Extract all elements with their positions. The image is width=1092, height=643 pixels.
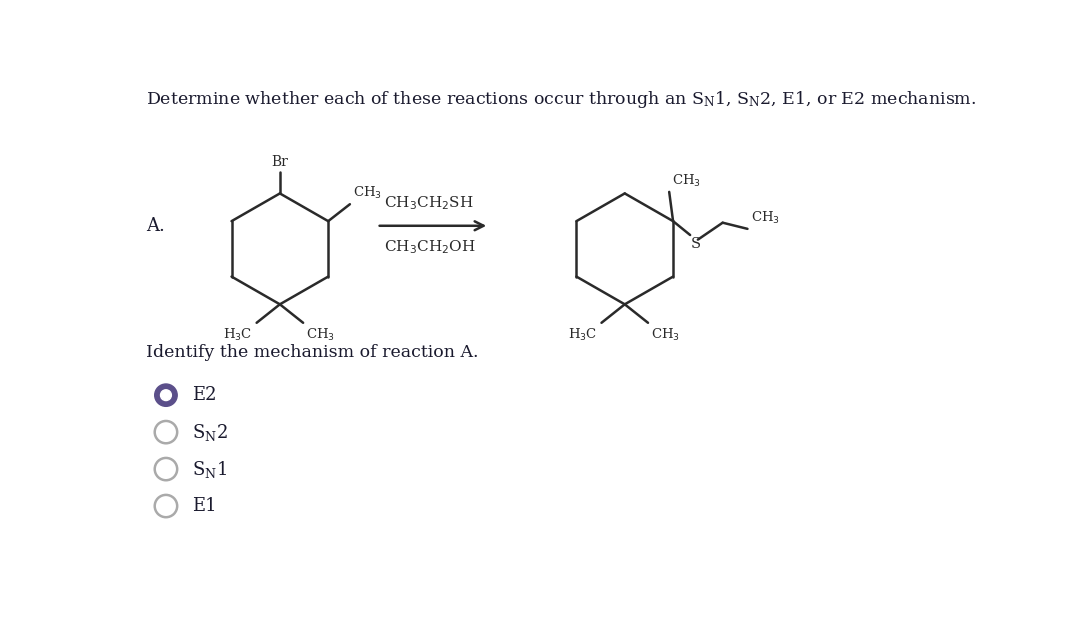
Text: E1: E1 — [192, 497, 217, 515]
Text: $\mathregular{S_N}$2: $\mathregular{S_N}$2 — [192, 422, 228, 442]
Text: $\mathregular{S_N}$1: $\mathregular{S_N}$1 — [192, 458, 227, 480]
Circle shape — [155, 384, 177, 406]
Text: CH$_3$: CH$_3$ — [306, 327, 335, 343]
Text: CH$_3$: CH$_3$ — [651, 327, 680, 343]
Text: H$_3$C: H$_3$C — [568, 327, 597, 343]
Text: Identify the mechanism of reaction A.: Identify the mechanism of reaction A. — [146, 344, 478, 361]
Text: S: S — [691, 237, 701, 251]
Text: A.: A. — [146, 217, 165, 235]
Text: Determine whether each of these reactions occur through an $\mathregular{S_N}$1,: Determine whether each of these reaction… — [146, 89, 976, 110]
Text: CH$_3$CH$_2$OH: CH$_3$CH$_2$OH — [384, 239, 476, 256]
Circle shape — [155, 458, 177, 480]
Text: CH$_3$: CH$_3$ — [673, 173, 701, 189]
Text: CH$_3$CH$_2$SH: CH$_3$CH$_2$SH — [384, 194, 474, 212]
Text: CH$_3$: CH$_3$ — [750, 210, 780, 226]
Text: CH$_3$: CH$_3$ — [353, 185, 382, 201]
Text: Br: Br — [272, 155, 288, 169]
Circle shape — [161, 390, 171, 401]
Circle shape — [155, 421, 177, 443]
Text: E2: E2 — [192, 386, 217, 404]
Circle shape — [155, 495, 177, 517]
Text: H$_3$C: H$_3$C — [224, 327, 252, 343]
